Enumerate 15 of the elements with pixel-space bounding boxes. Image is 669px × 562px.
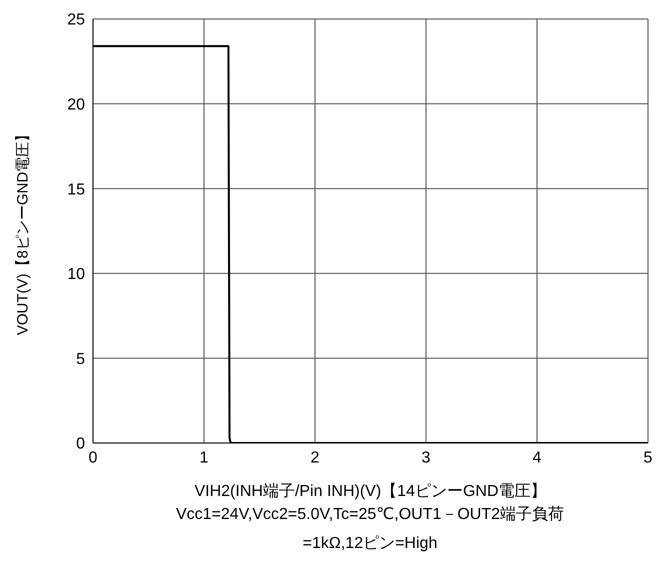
y-axis-title: VOUT(V)【8ピンーGND電圧】 xyxy=(14,126,32,336)
x-tick-label: 5 xyxy=(644,449,653,466)
x-tick-label: 1 xyxy=(200,449,209,466)
x-tick-label: 0 xyxy=(88,449,98,466)
y-tick-label: 10 xyxy=(67,266,86,284)
y-tick-label: 25 xyxy=(67,12,86,29)
text: Vcc1=24V,Vcc2=5.0V,Tc=25℃,OUT1－OUT2端子負荷=1kΩ,12ピン=High xyxy=(174,504,566,554)
x-tick-label: 4 xyxy=(532,449,542,466)
y-tick-label: 15 xyxy=(67,181,86,198)
y-tick-label: 20 xyxy=(67,96,86,114)
y-tick-label: 5 xyxy=(76,350,86,368)
x-tick-label: 3 xyxy=(422,449,431,466)
y-tick-label: 0 xyxy=(76,436,86,453)
x-tick-label: 2 xyxy=(310,449,320,466)
x-axis-title: VIH2(INH端子/Pin INH)(V)【14ピンーGND電圧】 xyxy=(194,482,547,500)
